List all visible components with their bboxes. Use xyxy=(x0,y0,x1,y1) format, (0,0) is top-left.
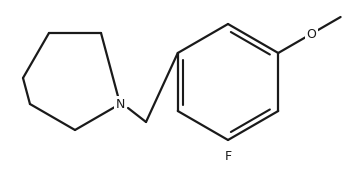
Text: O: O xyxy=(306,27,316,40)
Text: F: F xyxy=(224,150,232,163)
Text: N: N xyxy=(116,98,125,111)
